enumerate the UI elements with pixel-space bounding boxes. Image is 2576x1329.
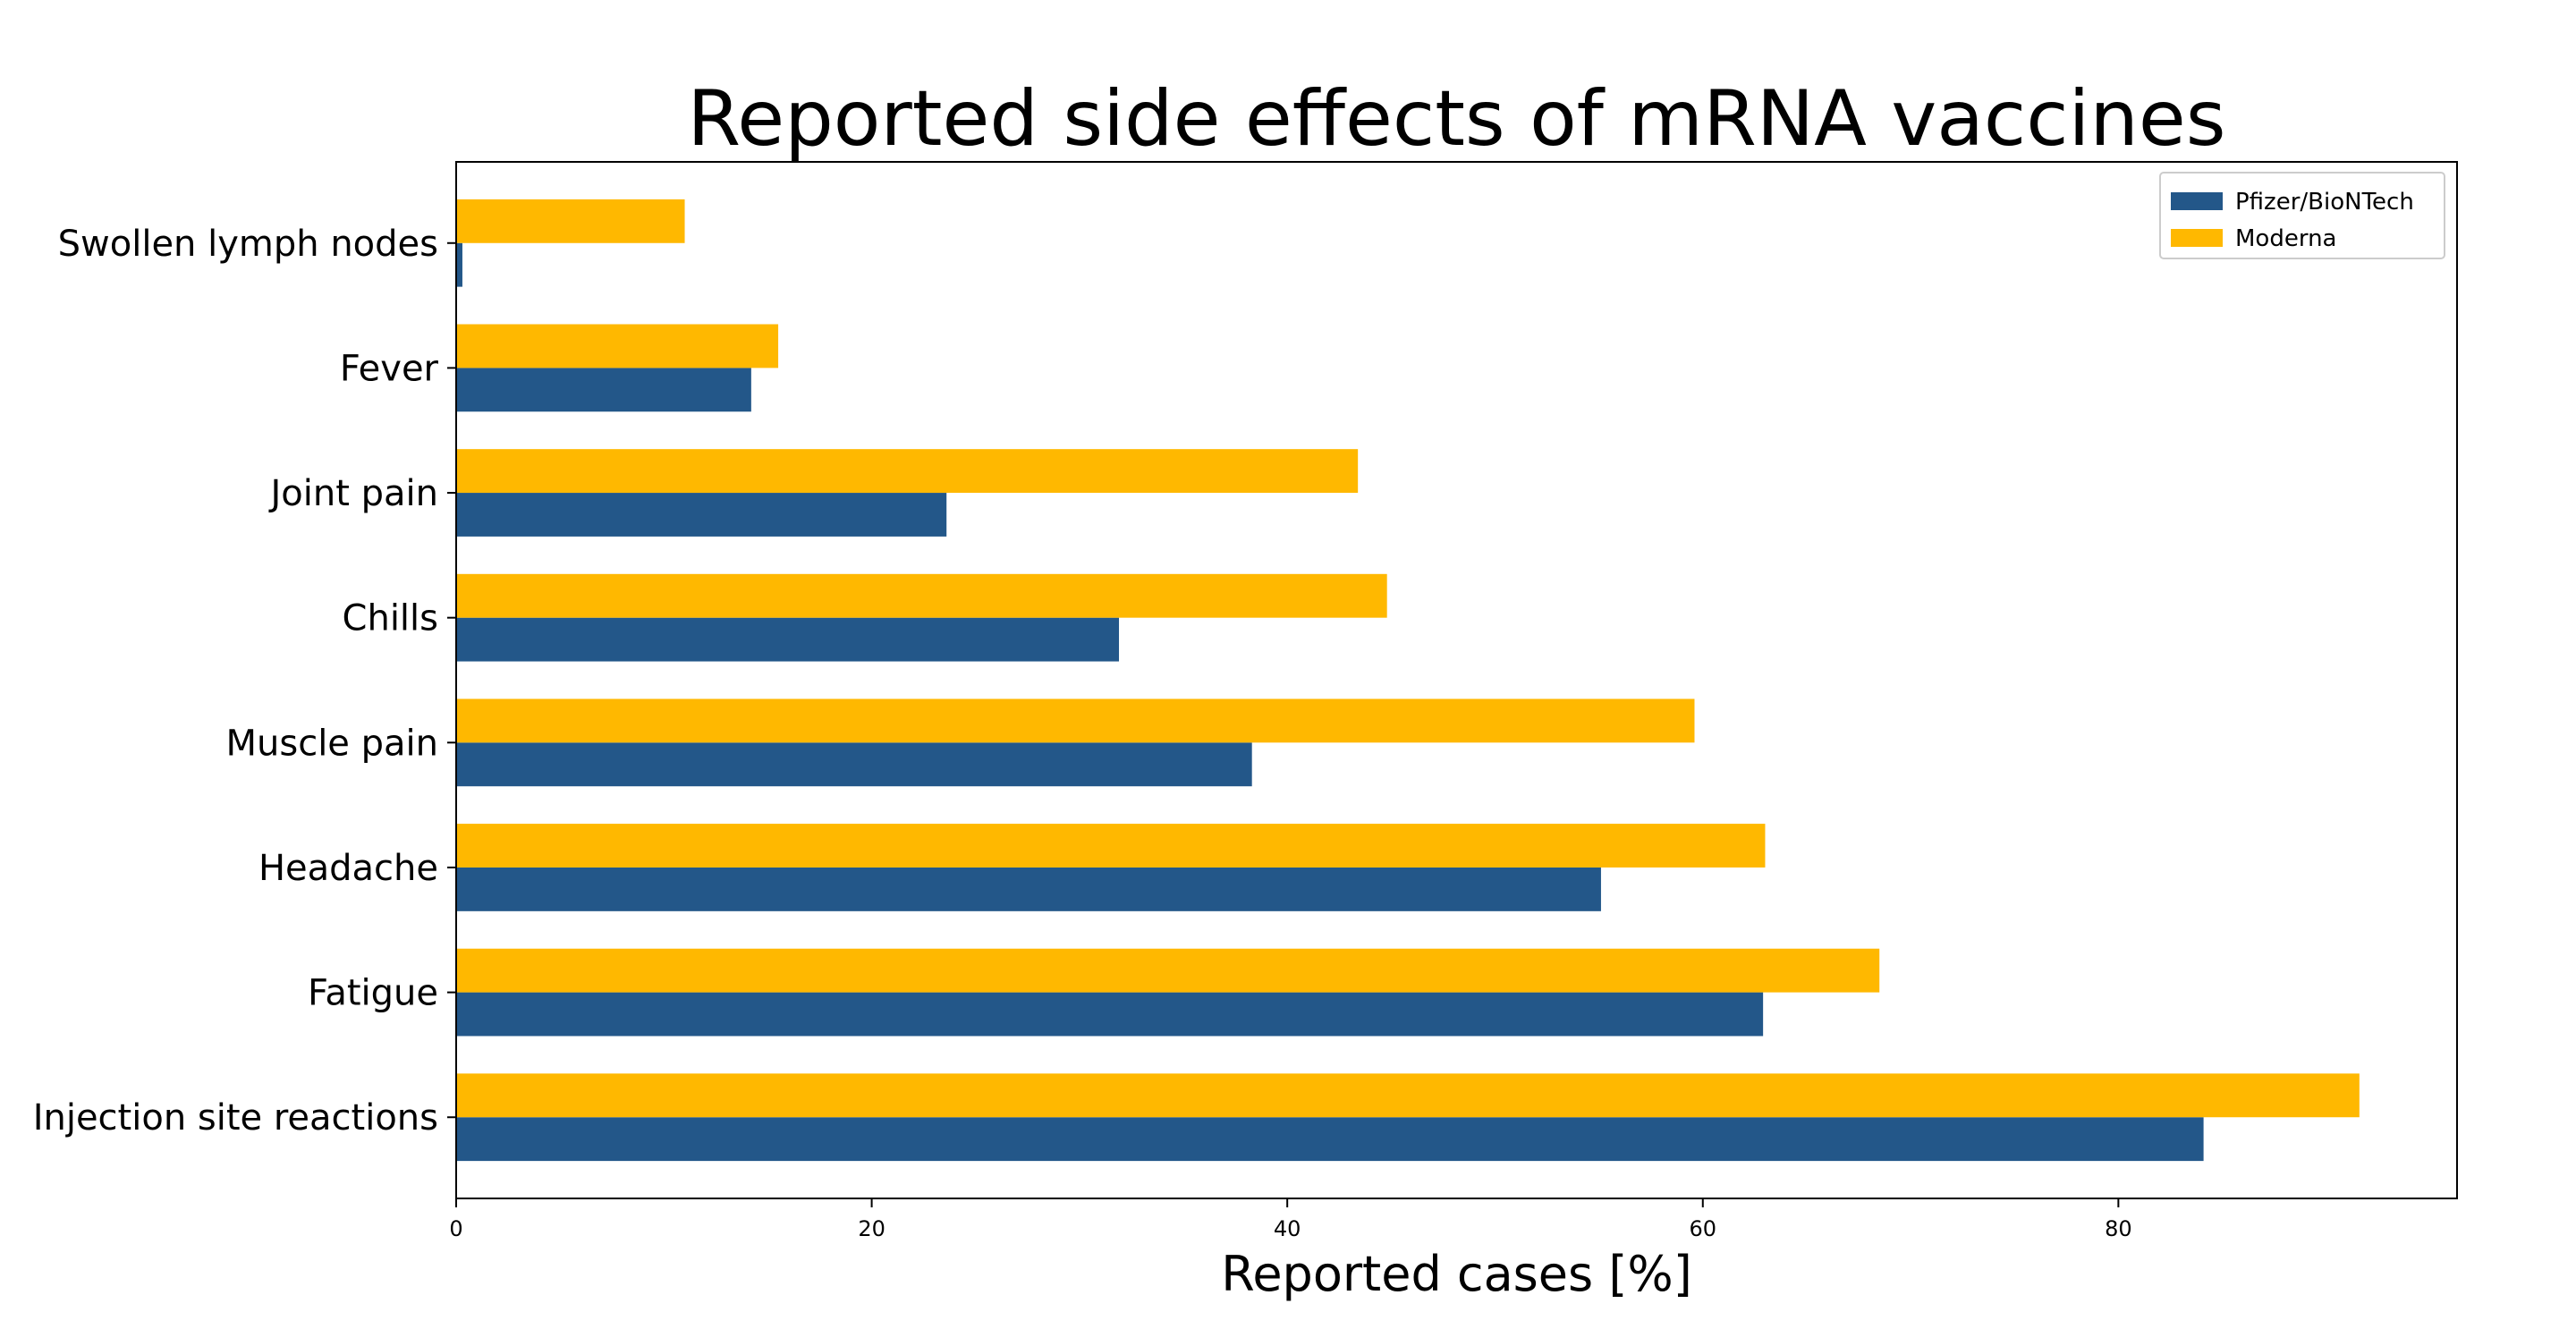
bar-moderna-headache bbox=[456, 824, 1766, 868]
bar-moderna-injection-site-reactions bbox=[456, 1073, 2360, 1118]
y-tick-label-joint-pain: Joint pain bbox=[268, 473, 439, 514]
bar-pfizer-biontech-swollen-lymph-nodes bbox=[456, 242, 462, 287]
legend-label-pfizer-biontech: Pfizer/BioNTech bbox=[2235, 189, 2414, 216]
x-tick-label: 20 bbox=[858, 1216, 886, 1241]
plot-frame bbox=[455, 161, 2458, 1199]
y-tick-label-muscle-pain: Muscle pain bbox=[226, 723, 439, 764]
x-tick-label: 40 bbox=[1274, 1216, 1301, 1241]
bar-moderna-chills bbox=[456, 573, 1387, 618]
bar-moderna-muscle-pain bbox=[456, 698, 1695, 743]
y-tick-label-injection-site-reactions: Injection site reactions bbox=[33, 1097, 438, 1139]
legend-box bbox=[2159, 172, 2445, 259]
y-tick-label-chills: Chills bbox=[343, 598, 438, 639]
bar-pfizer-biontech-fever bbox=[456, 368, 751, 412]
legend-label-moderna: Moderna bbox=[2235, 225, 2336, 252]
legend-swatch-pfizer-biontech bbox=[2171, 192, 2223, 210]
y-tick-label-swollen-lymph-nodes: Swollen lymph nodes bbox=[58, 224, 438, 265]
bar-pfizer-biontech-muscle-pain bbox=[456, 742, 1252, 787]
chart-title: Reported side effects of mRNA vaccines bbox=[687, 74, 2225, 164]
bar-pfizer-biontech-headache bbox=[456, 867, 1601, 911]
x-tick-label: 80 bbox=[2105, 1216, 2132, 1241]
x-tick-label: 0 bbox=[449, 1216, 462, 1241]
y-tick-label-fever: Fever bbox=[340, 348, 439, 389]
y-tick-label-headache: Headache bbox=[258, 848, 438, 889]
bar-moderna-fever bbox=[456, 324, 779, 368]
legend-layer: Pfizer/BioNTech Moderna bbox=[2159, 172, 2445, 259]
bar-moderna-joint-pain bbox=[456, 449, 1359, 494]
bar-pfizer-biontech-injection-site-reactions bbox=[456, 1117, 2204, 1162]
bar-pfizer-biontech-joint-pain bbox=[456, 493, 947, 537]
axes-layer bbox=[447, 161, 2458, 1207]
bar-moderna-swollen-lymph-nodes bbox=[456, 199, 685, 243]
x-tick-label: 60 bbox=[1689, 1216, 1716, 1241]
bar-moderna-fatigue bbox=[456, 948, 1880, 993]
legend-swatch-moderna bbox=[2171, 229, 2223, 247]
bars-layer bbox=[456, 199, 2360, 1162]
x-axis-label: Reported cases [%] bbox=[1221, 1246, 1692, 1302]
labels-layer: 0 20 40 60 80 Injection site reactions Fatigue… bbox=[33, 74, 2226, 1302]
bar-pfizer-biontech-chills bbox=[456, 617, 1120, 662]
y-tick-label-fatigue: Fatigue bbox=[308, 973, 438, 1014]
bar-pfizer-biontech-fatigue bbox=[456, 992, 1764, 1037]
